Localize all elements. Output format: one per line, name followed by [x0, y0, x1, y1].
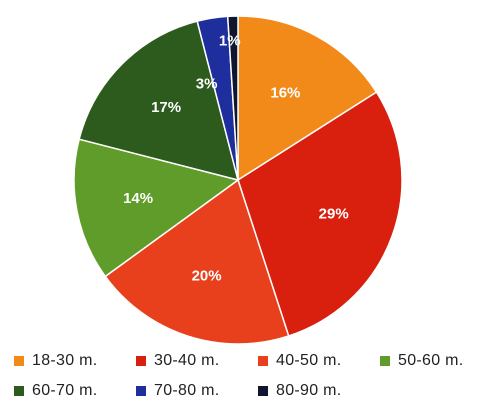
legend-swatch	[136, 356, 146, 366]
pie-slice	[237, 91, 403, 337]
legend-swatch	[258, 386, 268, 396]
pie-slice	[104, 178, 290, 345]
legend-label: 40-50 m.	[276, 352, 342, 369]
legend-label: 70-80 m.	[154, 382, 220, 399]
legend-item: 30-40 m.	[136, 352, 220, 370]
slice-value-label: 1%	[219, 33, 241, 50]
legend-item: 70-80 m.	[136, 382, 220, 400]
pie-chart-svg: 16% 29% 20% 14% 17% 3% 1%	[73, 15, 403, 345]
legend-swatch	[380, 356, 390, 366]
slice-value-label: 17%	[151, 99, 181, 116]
legend-swatch	[14, 386, 24, 396]
legend-label: 60-70 m.	[32, 382, 98, 399]
legend-item: 40-50 m.	[258, 352, 342, 370]
pie-slice	[237, 15, 378, 182]
pie-slice	[78, 20, 240, 182]
legend-item: 80-90 m.	[258, 382, 342, 400]
legend-label: 18-30 m.	[32, 352, 98, 369]
slice-value-label: 3%	[196, 75, 218, 92]
legend-item: 18-30 m.	[14, 352, 98, 370]
legend-label: 50-60 m.	[398, 352, 464, 369]
pie-slice	[226, 15, 239, 181]
slice-value-label: 14%	[123, 190, 153, 207]
legend-swatch	[14, 356, 24, 366]
legend-item: 60-70 m.	[14, 382, 98, 400]
slice-value-label: 29%	[319, 205, 349, 222]
legend-label: 30-40 m.	[154, 352, 220, 369]
legend-swatch	[136, 386, 146, 396]
slice-value-label: 20%	[192, 268, 222, 285]
legend-swatch	[258, 356, 268, 366]
legend-item: 50-60 m.	[380, 352, 464, 370]
slice-value-label: 16%	[270, 85, 300, 102]
chart-legend: 18-30 m. 30-40 m. 40-50 m. 50-60 m. 60-7…	[14, 352, 481, 410]
pie-slice	[73, 138, 240, 278]
legend-label: 80-90 m.	[276, 382, 342, 399]
pie-value-labels: 16% 29% 20% 14% 17% 3% 1%	[123, 33, 349, 285]
pie-slices	[73, 15, 403, 345]
